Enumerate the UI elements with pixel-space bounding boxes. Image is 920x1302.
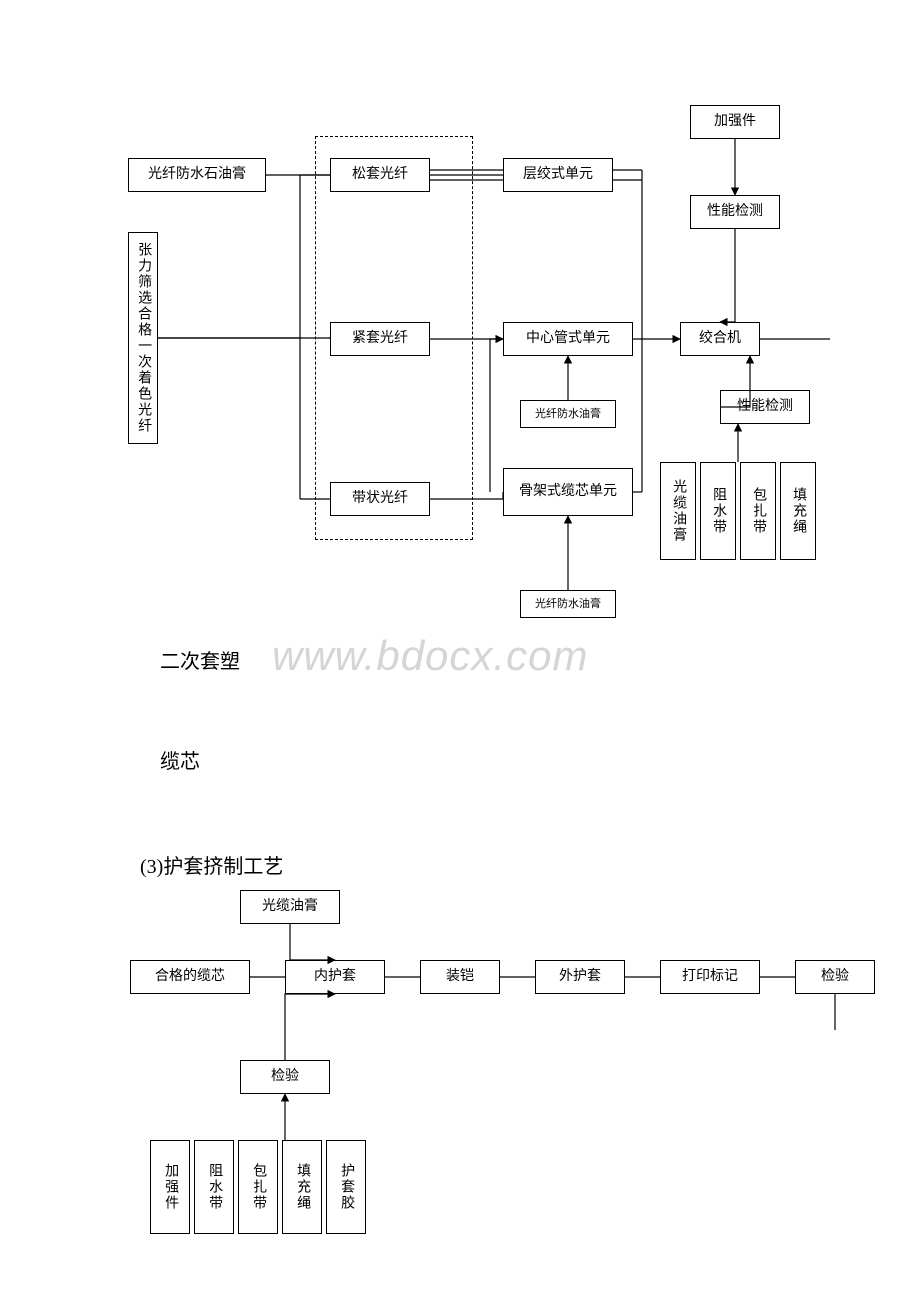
node-ribbon-fiber: 带状光纤 <box>330 482 430 516</box>
node-label: 检验 <box>821 968 849 986</box>
node-label: 检验 <box>271 1068 299 1086</box>
node-label: 外护套 <box>559 968 601 986</box>
node-reinforcement: 加强件 <box>690 105 780 139</box>
label-second-coating: 二次套塑 <box>160 645 240 674</box>
node-waterproof-grease: 光纤防水石油膏 <box>128 158 266 192</box>
node-perf-test-2: 性能检测 <box>720 390 810 424</box>
watermark-text: www.bdocx.com <box>272 632 588 679</box>
node-label: 性能检测 <box>737 398 793 416</box>
node-label: 加强件 <box>714 113 756 131</box>
node-label: 阻水带 <box>709 487 727 535</box>
node-cable-grease: 光缆油膏 <box>660 462 696 560</box>
node-label: 光缆油膏 <box>669 479 687 543</box>
node-filler-rope: 填充绳 <box>780 462 816 560</box>
node-label: 紧套光纤 <box>352 330 408 348</box>
node-label: 绞合机 <box>699 330 741 348</box>
node-outer-sheath: 外护套 <box>535 960 625 994</box>
node-layer-strand-unit: 层绞式单元 <box>503 158 613 192</box>
node-label: 打印标记 <box>682 968 738 986</box>
node-label: 内护套 <box>314 968 356 986</box>
label-text: 缆芯 <box>160 751 200 773</box>
node-print-mark: 打印标记 <box>660 960 760 994</box>
node-inner-sheath: 内护套 <box>285 960 385 994</box>
node-mat-wrapping: 包扎带 <box>238 1140 278 1234</box>
node-skeleton-core-unit: 骨架式缆芯单元 <box>503 468 633 516</box>
node-mat-sheath-glue: 护套胶 <box>326 1140 366 1234</box>
node-label: 中心管式单元 <box>526 330 610 348</box>
node-label: 带状光纤 <box>352 490 408 508</box>
node-label: 填充绳 <box>789 487 807 535</box>
node-label: 张力筛选合格一次着色光纤 <box>134 242 152 434</box>
node-mat-waterblock: 阻水带 <box>194 1140 234 1234</box>
node-qualified-core: 合格的缆芯 <box>130 960 250 994</box>
node-label: 层绞式单元 <box>523 166 593 184</box>
node-label: 骨架式缆芯单元 <box>519 483 617 501</box>
node-water-block-tape: 阻水带 <box>700 462 736 560</box>
node-inspection-2: 检验 <box>795 960 875 994</box>
node-label: 包扎带 <box>249 1163 267 1211</box>
node-mat-reinforcement: 加强件 <box>150 1140 190 1234</box>
node-label: 加强件 <box>161 1163 179 1211</box>
node-label: 合格的缆芯 <box>155 968 225 986</box>
node-tight-buffer: 紧套光纤 <box>330 322 430 356</box>
node-mat-filler: 填充绳 <box>282 1140 322 1234</box>
node-label: 包扎带 <box>749 487 767 535</box>
label-text: (3)护套挤制工艺 <box>140 856 283 878</box>
node-label: 护套胶 <box>337 1163 355 1211</box>
node-label: 填充绳 <box>293 1163 311 1211</box>
node-label: 光纤防水油膏 <box>535 597 601 611</box>
label-cable-core: 缆芯 <box>160 745 200 774</box>
node-label: 松套光纤 <box>352 166 408 184</box>
watermark: www.bdocx.com <box>272 632 588 680</box>
section-3-title: (3)护套挤制工艺 <box>140 850 283 879</box>
node-label: 阻水带 <box>205 1163 223 1211</box>
label-text: 二次套塑 <box>160 651 240 673</box>
node-wrapping-tape: 包扎带 <box>740 462 776 560</box>
node-inspection-1: 检验 <box>240 1060 330 1094</box>
node-label: 光缆油膏 <box>262 898 318 916</box>
node-label: 性能检测 <box>707 203 763 221</box>
node-waterproof-grease-small-1: 光纤防水油膏 <box>520 400 616 428</box>
node-center-tube-unit: 中心管式单元 <box>503 322 633 356</box>
node-label: 装铠 <box>446 968 474 986</box>
node-tension-screened-fiber: 张力筛选合格一次着色光纤 <box>128 232 158 444</box>
node-armor: 装铠 <box>420 960 500 994</box>
node-waterproof-grease-small-2: 光纤防水油膏 <box>520 590 616 618</box>
node-label: 光纤防水石油膏 <box>148 166 246 184</box>
node-label: 光纤防水油膏 <box>535 407 601 421</box>
node-cable-grease-2: 光缆油膏 <box>240 890 340 924</box>
node-perf-test-1: 性能检测 <box>690 195 780 229</box>
node-loose-tube: 松套光纤 <box>330 158 430 192</box>
node-strander: 绞合机 <box>680 322 760 356</box>
